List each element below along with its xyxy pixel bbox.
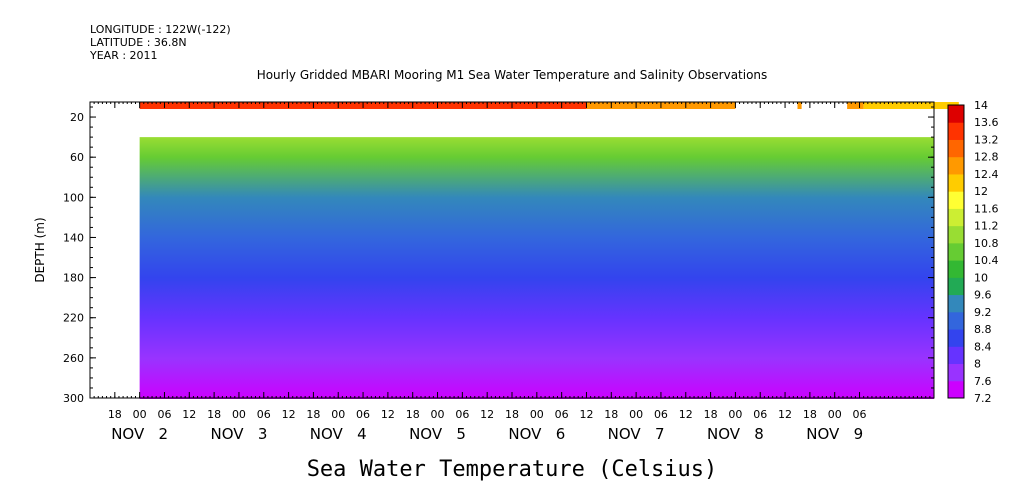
x-tick-label: 12 bbox=[480, 408, 494, 421]
x-date-label: NOV 2 bbox=[111, 425, 168, 443]
colorbar-label: 14 bbox=[974, 99, 988, 112]
colorbar-swatch bbox=[948, 225, 964, 244]
year-label: YEAR : 2011 bbox=[90, 49, 158, 62]
longitude-label: LONGITUDE : 122W(-122) bbox=[90, 23, 231, 36]
colorbar-label: 7.6 bbox=[974, 375, 992, 388]
x-tick-label: 06 bbox=[753, 408, 767, 421]
x-tick-label: 06 bbox=[853, 408, 867, 421]
x-date-label: NOV 8 bbox=[707, 425, 764, 443]
x-tick-label: 00 bbox=[331, 408, 345, 421]
colorbar-swatch bbox=[948, 191, 964, 209]
colorbar-label: 10.8 bbox=[974, 237, 999, 250]
colorbar-swatch bbox=[948, 122, 964, 140]
x-tick-label: 12 bbox=[679, 408, 693, 421]
colorbar-label: 10 bbox=[974, 271, 988, 284]
colorbar-swatch bbox=[948, 363, 964, 382]
colorbar-label: 12 bbox=[974, 185, 988, 198]
colorbar-label: 13.6 bbox=[974, 116, 999, 129]
x-tick-label: 12 bbox=[778, 408, 792, 421]
x-tick-label: 18 bbox=[406, 408, 420, 421]
colorbar-label: 13.2 bbox=[974, 133, 999, 146]
colorbar-label: 9.2 bbox=[974, 306, 992, 319]
x-tick-label: 00 bbox=[232, 408, 246, 421]
y-tick-label: 20 bbox=[70, 111, 84, 124]
x-tick-label: 18 bbox=[803, 408, 817, 421]
colorbar-label: 8.4 bbox=[974, 340, 992, 353]
latitude-label: LATITUDE : 36.8N bbox=[90, 36, 187, 49]
colorbar-swatch bbox=[948, 294, 964, 313]
colorbar-swatch bbox=[948, 242, 964, 261]
x-date-label: NOV 6 bbox=[508, 425, 565, 443]
x-tick-label: 06 bbox=[555, 408, 569, 421]
x-tick-label: 00 bbox=[530, 408, 544, 421]
colorbar-label: 11.2 bbox=[974, 220, 999, 233]
x-tick-label: 18 bbox=[108, 408, 122, 421]
x-tick-label: 12 bbox=[579, 408, 593, 421]
colorbar-swatch bbox=[948, 105, 964, 123]
colorbar-frame bbox=[947, 104, 965, 399]
colorbar-label: 11.6 bbox=[974, 202, 999, 215]
chart-title: Hourly Gridded MBARI Mooring M1 Sea Wate… bbox=[257, 68, 768, 82]
x-tick-label: 18 bbox=[306, 408, 320, 421]
colorbar-label: 10.4 bbox=[974, 254, 999, 267]
x-date-label: NOV 7 bbox=[608, 425, 665, 443]
x-date-label: NOV 9 bbox=[806, 425, 863, 443]
x-date-label: NOV 4 bbox=[310, 425, 367, 443]
colorbar-swatch bbox=[948, 346, 964, 365]
y-tick-label: 300 bbox=[63, 392, 84, 405]
colorbar-label: 8.8 bbox=[974, 323, 992, 336]
surface-temperature-segment-3 bbox=[847, 102, 864, 110]
y-tick-label: 220 bbox=[63, 312, 84, 325]
colorbar-swatch bbox=[948, 329, 964, 347]
x-tick-label: 00 bbox=[133, 408, 147, 421]
colorbar-swatch bbox=[948, 156, 964, 175]
colorbar-label: 12.8 bbox=[974, 151, 999, 164]
x-tick-label: 06 bbox=[157, 408, 171, 421]
x-tick-label: 00 bbox=[431, 408, 445, 421]
colorbar-swatch bbox=[948, 311, 964, 330]
y-tick-label: 140 bbox=[63, 231, 84, 244]
colorbar-swatch bbox=[948, 208, 964, 227]
x-tick-label: 00 bbox=[629, 408, 643, 421]
colorbar-label: 12.4 bbox=[974, 168, 999, 181]
y-tick-label: 180 bbox=[63, 272, 84, 285]
colorbar-label: 7.2 bbox=[974, 392, 992, 405]
x-date-label: NOV 3 bbox=[211, 425, 268, 443]
x-tick-label: 12 bbox=[282, 408, 296, 421]
surface-temperature-segment-4 bbox=[863, 102, 959, 110]
x-tick-label: 00 bbox=[828, 408, 842, 421]
colorbar-label: 9.6 bbox=[974, 289, 992, 302]
colorbar-swatch bbox=[948, 260, 964, 278]
y-tick-label: 100 bbox=[63, 191, 84, 204]
x-tick-label: 06 bbox=[455, 408, 469, 421]
y-tick-label: 60 bbox=[70, 151, 84, 164]
colorbar-swatch bbox=[948, 139, 964, 158]
y-axis-label: DEPTH (m) bbox=[33, 217, 47, 282]
x-tick-label: 18 bbox=[704, 408, 718, 421]
surface-temperature-segment-2 bbox=[797, 102, 802, 110]
chart-subtitle: Sea Water Temperature (Celsius) bbox=[307, 457, 718, 482]
subsurface-temperature-field bbox=[139, 137, 934, 399]
x-date-label: NOV 5 bbox=[409, 425, 466, 443]
x-tick-label: 06 bbox=[257, 408, 271, 421]
x-tick-label: 12 bbox=[381, 408, 395, 421]
x-tick-label: 12 bbox=[182, 408, 196, 421]
y-tick-label: 260 bbox=[63, 352, 84, 365]
x-tick-label: 06 bbox=[356, 408, 370, 421]
colorbar-label: 8 bbox=[974, 358, 981, 371]
colorbar-swatch bbox=[948, 277, 964, 296]
x-tick-label: 00 bbox=[728, 408, 742, 421]
colorbar-swatch bbox=[948, 380, 964, 399]
colorbar-swatch bbox=[948, 173, 964, 192]
x-tick-label: 18 bbox=[505, 408, 519, 421]
x-tick-label: 18 bbox=[207, 408, 221, 421]
x-tick-label: 18 bbox=[604, 408, 618, 421]
x-tick-label: 06 bbox=[654, 408, 668, 421]
